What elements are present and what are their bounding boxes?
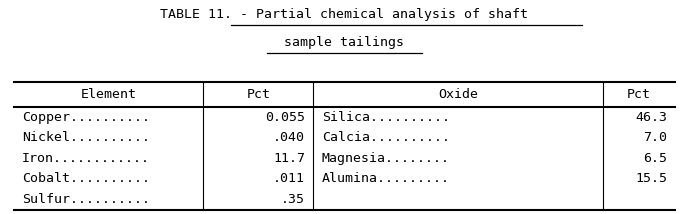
Text: Sulfur..........: Sulfur.......... xyxy=(22,193,150,206)
Text: Iron............: Iron............ xyxy=(22,152,150,165)
Text: Pct: Pct xyxy=(247,88,270,101)
Text: sample tailings: sample tailings xyxy=(285,36,404,49)
Text: .35: .35 xyxy=(281,193,305,206)
Text: Pct: Pct xyxy=(627,88,651,101)
Text: TABLE 11. - Partial chemical analysis of shaft: TABLE 11. - Partial chemical analysis of… xyxy=(161,8,528,21)
Text: Calcia..........: Calcia.......... xyxy=(322,131,450,144)
Text: 6.5: 6.5 xyxy=(643,152,667,165)
Text: Nickel..........: Nickel.......... xyxy=(22,131,150,144)
Text: 11.7: 11.7 xyxy=(274,152,305,165)
Text: 46.3: 46.3 xyxy=(635,111,667,124)
Text: .040: .040 xyxy=(274,131,305,144)
Text: .011: .011 xyxy=(274,172,305,185)
Text: Cobalt..........: Cobalt.......... xyxy=(22,172,150,185)
Text: Copper..........: Copper.......... xyxy=(22,111,150,124)
Text: Element: Element xyxy=(81,88,136,101)
Text: Alumina.........: Alumina......... xyxy=(322,172,450,185)
Text: Oxide: Oxide xyxy=(438,88,478,101)
Text: Silica..........: Silica.......... xyxy=(322,111,450,124)
Text: 7.0: 7.0 xyxy=(643,131,667,144)
Text: 15.5: 15.5 xyxy=(635,172,667,185)
Text: 0.055: 0.055 xyxy=(265,111,305,124)
Text: Magnesia........: Magnesia........ xyxy=(322,152,450,165)
